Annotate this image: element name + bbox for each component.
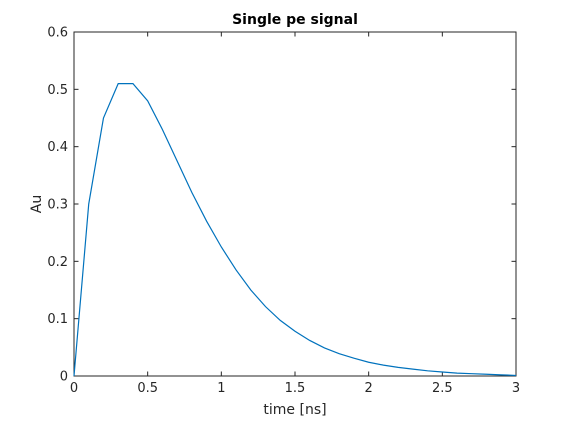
chart-title: Single pe signal <box>232 12 358 28</box>
y-tick-label: 0 <box>60 370 68 385</box>
x-tick-label: 1.5 <box>285 381 306 396</box>
y-tick-label: 0.6 <box>47 26 68 41</box>
y-tick-label: 0.1 <box>47 312 68 327</box>
x-tick-label: 1 <box>217 381 225 396</box>
plot-area <box>73 31 517 377</box>
x-axis-label: time [ns] <box>263 402 326 418</box>
y-axis-label: Au <box>29 195 45 213</box>
y-tick-label: 0.4 <box>47 140 68 155</box>
x-tick-label: 3 <box>512 381 520 396</box>
y-tick-label: 0.2 <box>47 255 68 270</box>
y-tick-label: 0.3 <box>47 198 68 213</box>
axis-ticks <box>73 31 517 377</box>
tick-labels: 0 0.5 1 1.5 2 2.5 3 0 0.1 0.2 0.3 0.4 0.5 0.6 <box>47 26 520 397</box>
x-tick-label: 2.5 <box>432 381 453 396</box>
y-tick-label: 0.5 <box>47 83 68 98</box>
series-line <box>73 83 517 377</box>
x-tick-label: 2 <box>365 381 373 396</box>
x-tick-label: 0 <box>70 381 78 396</box>
x-tick-label: 0.5 <box>137 381 158 396</box>
